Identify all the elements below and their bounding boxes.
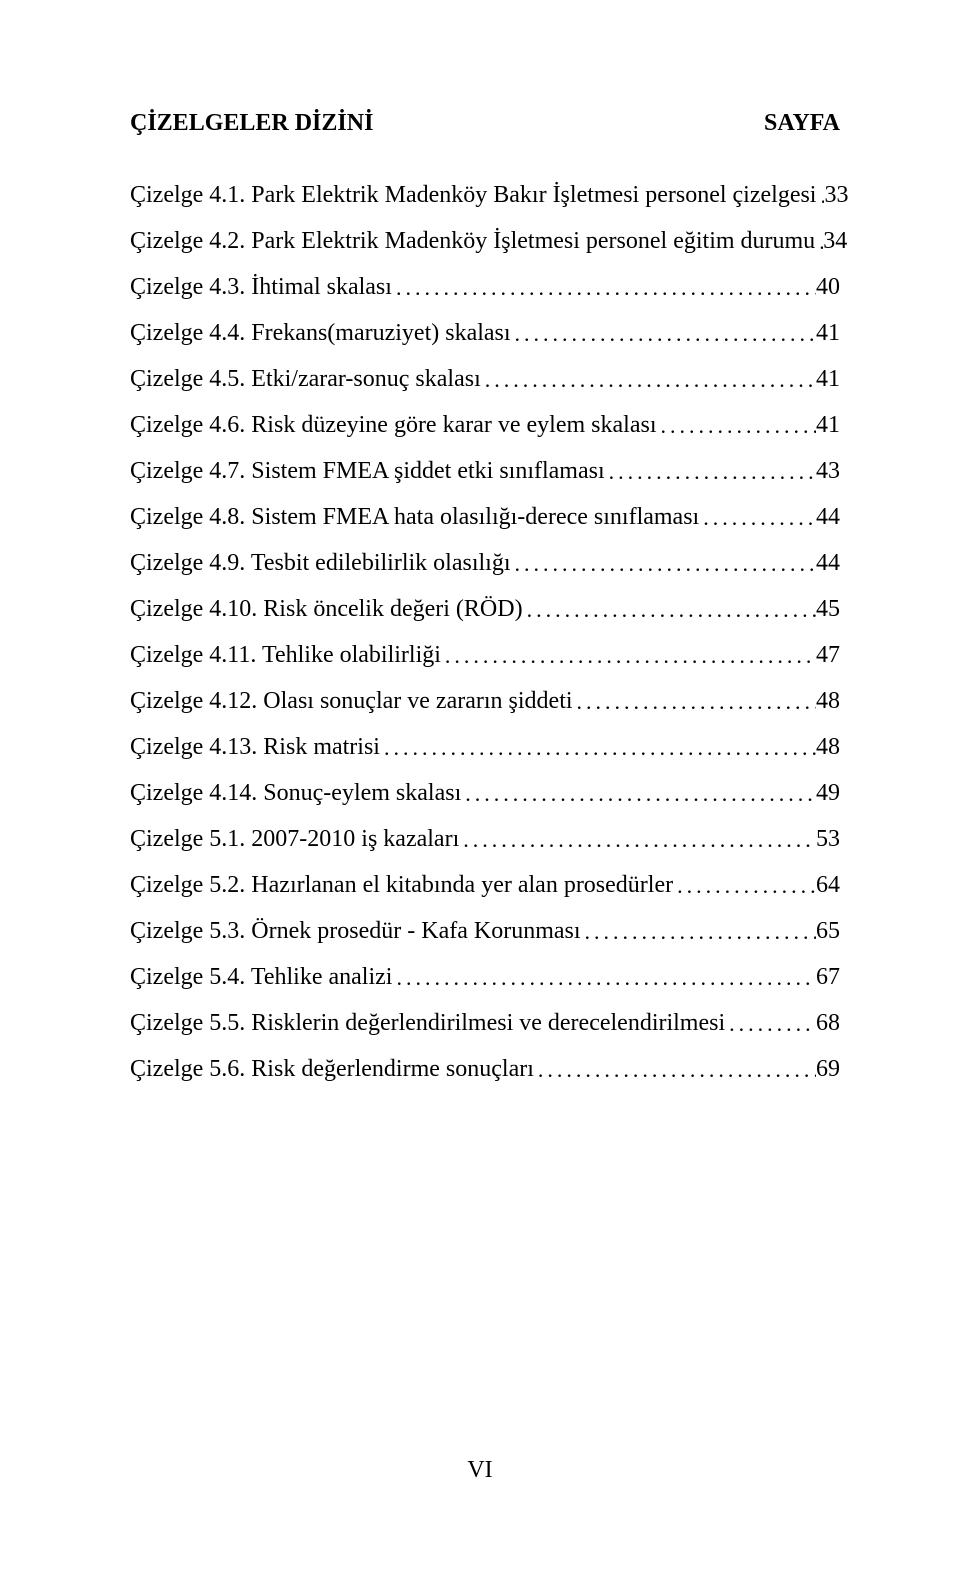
toc-dots bbox=[510, 553, 816, 575]
page-number: VI bbox=[0, 1457, 960, 1484]
toc-entry-page: 41 bbox=[816, 321, 840, 345]
toc-entry-page: 68 bbox=[816, 1011, 840, 1035]
toc-dots bbox=[511, 323, 816, 345]
toc-entry: Çizelge 5.6. Risk değerlendirme sonuçlar… bbox=[130, 1057, 840, 1081]
header-title-right: SAYFA bbox=[764, 110, 840, 137]
toc-entry: Çizelge 4.7. Sistem FMEA şiddet etki sın… bbox=[130, 459, 840, 483]
toc-entry: Çizelge 4.8. Sistem FMEA hata olasılığı-… bbox=[130, 505, 840, 529]
toc-entry-page: 53 bbox=[816, 827, 840, 851]
toc-entry-page: 47 bbox=[816, 643, 840, 667]
toc-entry-label: Çizelge 4.12. Olası sonuçlar ve zararın … bbox=[130, 689, 573, 713]
toc-entry: Çizelge 4.6. Risk düzeyine göre karar ve… bbox=[130, 413, 840, 437]
toc-entry-page: 67 bbox=[816, 965, 840, 989]
toc-dots bbox=[534, 1059, 816, 1081]
toc-entry: Çizelge 4.2. Park Elektrik Madenköy İşle… bbox=[130, 229, 840, 253]
toc-dots bbox=[461, 783, 816, 805]
header-row: ÇİZELGELER DİZİNİ SAYFA bbox=[130, 110, 840, 137]
toc-entry-page: 49 bbox=[816, 781, 840, 805]
toc-entry-label: Çizelge 4.13. Risk matrisi bbox=[130, 735, 380, 759]
toc-dots bbox=[673, 875, 816, 897]
toc-entry: Çizelge 5.3. Örnek prosedür - Kafa Korun… bbox=[130, 919, 840, 943]
toc-entry-label: Çizelge 5.3. Örnek prosedür - Kafa Korun… bbox=[130, 919, 581, 943]
toc-entry-label: Çizelge 4.14. Sonuç-eylem skalası bbox=[130, 781, 461, 805]
toc-entry: Çizelge 4.12. Olası sonuçlar ve zararın … bbox=[130, 689, 840, 713]
toc-entry-label: Çizelge 5.6. Risk değerlendirme sonuçlar… bbox=[130, 1057, 534, 1081]
toc-dots bbox=[657, 415, 817, 437]
toc-entry-page: 45 bbox=[816, 597, 840, 621]
toc-dots bbox=[573, 691, 816, 713]
toc-entry: Çizelge 4.3. İhtimal skalası 40 bbox=[130, 275, 840, 299]
toc-entry: Çizelge 4.4. Frekans(maruziyet) skalası … bbox=[130, 321, 840, 345]
toc-dots bbox=[481, 369, 816, 391]
toc-entry-page: 48 bbox=[816, 689, 840, 713]
toc-entry-label: Çizelge 4.1. Park Elektrik Madenköy Bakı… bbox=[130, 183, 816, 207]
toc-entry-label: Çizelge 5.5. Risklerin değerlendirilmesi… bbox=[130, 1011, 725, 1035]
toc-entry-label: Çizelge 4.6. Risk düzeyine göre karar ve… bbox=[130, 413, 657, 437]
toc-entry: Çizelge 5.1. 2007-2010 iş kazaları 53 bbox=[130, 827, 840, 851]
toc-entry-label: Çizelge 5.4. Tehlike analizi bbox=[130, 965, 392, 989]
toc-entry-page: 48 bbox=[816, 735, 840, 759]
toc-entry-page: 65 bbox=[816, 919, 840, 943]
toc-entry-label: Çizelge 4.4. Frekans(maruziyet) skalası bbox=[130, 321, 511, 345]
toc-dots bbox=[459, 829, 816, 851]
toc-entry-page: 41 bbox=[816, 367, 840, 391]
toc-dots bbox=[392, 277, 816, 299]
toc-entry-page: 69 bbox=[816, 1057, 840, 1081]
toc-dots bbox=[605, 461, 816, 483]
page-container: ÇİZELGELER DİZİNİ SAYFA Çizelge 4.1. Par… bbox=[0, 0, 960, 1584]
toc-entry-page: 33 bbox=[824, 183, 848, 207]
toc-entry-label: Çizelge 4.5. Etki/zarar-sonuç skalası bbox=[130, 367, 481, 391]
toc-entry-label: Çizelge 4.8. Sistem FMEA hata olasılığı-… bbox=[130, 505, 699, 529]
toc-entry-label: Çizelge 4.9. Tesbit edilebilirlik olasıl… bbox=[130, 551, 510, 575]
toc-entry-label: Çizelge 4.11. Tehlike olabilirliği bbox=[130, 643, 441, 667]
toc-dots bbox=[523, 599, 816, 621]
toc-dots bbox=[816, 185, 824, 207]
toc-dots bbox=[441, 645, 816, 667]
toc-entry-label: Çizelge 4.10. Risk öncelik değeri (RÖD) bbox=[130, 597, 523, 621]
toc-entry-label: Çizelge 4.3. İhtimal skalası bbox=[130, 275, 392, 299]
toc-entry: Çizelge 4.14. Sonuç-eylem skalası 49 bbox=[130, 781, 840, 805]
toc-dots bbox=[725, 1013, 816, 1035]
toc-entry-page: 44 bbox=[816, 551, 840, 575]
toc-dots bbox=[815, 231, 823, 253]
toc-entry-label: Çizelge 4.2. Park Elektrik Madenköy İşle… bbox=[130, 229, 815, 253]
toc-entry: Çizelge 5.2. Hazırlanan el kitabında yer… bbox=[130, 873, 840, 897]
toc-entry: Çizelge 4.5. Etki/zarar-sonuç skalası 41 bbox=[130, 367, 840, 391]
toc-entry-label: Çizelge 5.2. Hazırlanan el kitabında yer… bbox=[130, 873, 673, 897]
header-title-left: ÇİZELGELER DİZİNİ bbox=[130, 110, 373, 137]
toc-entry-page: 41 bbox=[816, 413, 840, 437]
toc-entry: Çizelge 5.5. Risklerin değerlendirilmesi… bbox=[130, 1011, 840, 1035]
toc-entry-page: 34 bbox=[823, 229, 847, 253]
toc-dots bbox=[581, 921, 816, 943]
toc-entry: Çizelge 4.10. Risk öncelik değeri (RÖD) … bbox=[130, 597, 840, 621]
toc-entry-page: 64 bbox=[816, 873, 840, 897]
toc-dots bbox=[392, 967, 816, 989]
toc-entry: Çizelge 4.11. Tehlike olabilirliği 47 bbox=[130, 643, 840, 667]
toc-entry-page: 40 bbox=[816, 275, 840, 299]
toc-entry-page: 44 bbox=[816, 505, 840, 529]
toc-dots bbox=[699, 507, 816, 529]
toc-entry: Çizelge 4.13. Risk matrisi 48 bbox=[130, 735, 840, 759]
toc-entry-label: Çizelge 4.7. Sistem FMEA şiddet etki sın… bbox=[130, 459, 605, 483]
toc-entry: Çizelge 4.1. Park Elektrik Madenköy Bakı… bbox=[130, 183, 840, 207]
toc-entry: Çizelge 4.9. Tesbit edilebilirlik olasıl… bbox=[130, 551, 840, 575]
toc-entry-page: 43 bbox=[816, 459, 840, 483]
toc-dots bbox=[380, 737, 816, 759]
toc-entry: Çizelge 5.4. Tehlike analizi 67 bbox=[130, 965, 840, 989]
toc-entry-label: Çizelge 5.1. 2007-2010 iş kazaları bbox=[130, 827, 459, 851]
